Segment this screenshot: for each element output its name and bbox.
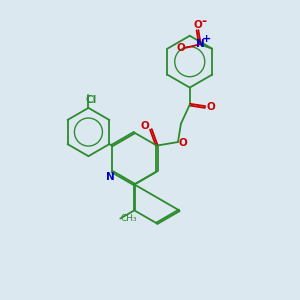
- Text: O: O: [179, 138, 188, 148]
- Text: N: N: [106, 172, 115, 182]
- Text: +: +: [202, 34, 211, 44]
- Text: CH₃: CH₃: [120, 214, 137, 223]
- Text: Cl: Cl: [86, 95, 97, 105]
- Text: O: O: [207, 102, 215, 112]
- Text: -: -: [201, 15, 206, 28]
- Text: O: O: [193, 20, 202, 30]
- Text: O: O: [176, 43, 185, 53]
- Text: N: N: [196, 39, 205, 49]
- Text: O: O: [140, 121, 149, 131]
